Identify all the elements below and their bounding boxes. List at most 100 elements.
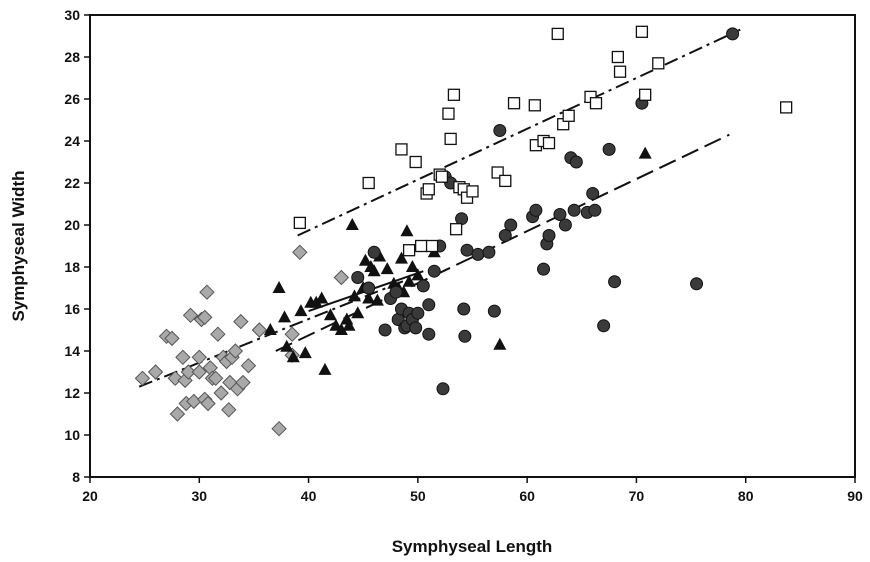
triangle-point: [402, 274, 416, 287]
y-tick-label: 16: [64, 301, 80, 317]
square-point: [507, 97, 521, 110]
circle-point: [482, 245, 496, 259]
y-tick-label: 30: [64, 7, 80, 23]
diamond-point: [147, 364, 164, 380]
triangle-point: [294, 304, 308, 317]
circle-point: [529, 203, 543, 217]
diamond-point: [333, 269, 350, 286]
square-point: [442, 107, 455, 120]
diamond-point: [284, 326, 300, 342]
triangle-point: [342, 318, 356, 331]
square-point: [402, 244, 416, 257]
y-tick-label: 10: [64, 427, 80, 443]
circle-point: [455, 212, 469, 226]
triangle-point: [347, 289, 361, 302]
x-axis: 20 30 40 50 60 70 80 90: [82, 477, 863, 504]
square-point: [542, 136, 556, 150]
square-point: [449, 223, 463, 236]
x-tick-label: 80: [738, 488, 754, 504]
x-tick-label: 30: [191, 488, 207, 504]
circle-point: [537, 262, 551, 276]
x-tick-label: 70: [629, 488, 645, 504]
square-point: [652, 57, 665, 70]
circle-point: [367, 245, 381, 259]
triangle-point: [405, 260, 419, 272]
circle-point: [422, 327, 436, 341]
circle-point: [422, 298, 436, 312]
y-tick-label: 18: [64, 259, 80, 275]
triangle-point: [411, 268, 425, 281]
triangle-point: [318, 362, 332, 375]
square-point: [447, 88, 461, 101]
diamond-point: [191, 364, 207, 380]
diamond-point: [221, 402, 237, 418]
circle-point: [427, 264, 441, 278]
square-point: [499, 174, 512, 188]
circle-point: [378, 323, 392, 337]
square-point: [562, 109, 575, 122]
diamond-point: [175, 349, 191, 366]
circle-point: [457, 302, 471, 316]
triangle-point: [315, 291, 329, 304]
circle-point: [690, 277, 704, 291]
circle-point: [569, 155, 583, 169]
y-tick-label: 24: [64, 133, 80, 149]
diamond-point: [191, 349, 207, 366]
circle-point: [471, 247, 485, 261]
diamond-point: [134, 370, 151, 387]
triangle-point: [394, 251, 408, 264]
square-point: [466, 185, 479, 198]
triangle-point: [278, 310, 292, 323]
diamond-point: [233, 313, 249, 330]
square-point: [395, 143, 408, 156]
square-point: [425, 239, 439, 253]
square-point: [409, 155, 422, 169]
square-point: [491, 166, 504, 179]
square-point: [611, 50, 624, 64]
triangle-point: [334, 323, 348, 335]
square-point: [639, 88, 652, 101]
diamond-point: [182, 307, 199, 324]
diamond-point: [180, 364, 197, 380]
circle-point: [351, 271, 365, 284]
square-point: [528, 99, 541, 112]
diamond-point: [167, 370, 183, 387]
triangle-point: [367, 264, 381, 277]
circle-point: [726, 27, 740, 41]
triangle-point: [263, 323, 277, 335]
circle-point: [362, 281, 376, 295]
circle-point: [409, 321, 423, 335]
x-tick-label: 60: [519, 488, 535, 504]
diamond-point: [207, 370, 224, 387]
circle-point: [458, 329, 472, 343]
triangle-point: [298, 346, 312, 359]
circle-point: [389, 285, 403, 299]
circle-point: [588, 203, 602, 217]
diamond-point: [251, 322, 268, 338]
square-point: [635, 25, 649, 38]
y-tick-label: 12: [64, 385, 80, 401]
diamond-point: [271, 420, 287, 437]
plot-area: [89, 14, 856, 478]
triangle-point: [286, 350, 300, 363]
circle-point: [493, 124, 507, 137]
y-tick-label: 28: [64, 49, 80, 65]
circle-point: [586, 187, 600, 200]
square-point: [551, 27, 564, 41]
trendline-dash-dot: [297, 28, 741, 237]
circle-point: [411, 306, 425, 320]
square-point: [435, 170, 449, 183]
diamond-point: [199, 284, 215, 300]
triangle-point: [351, 306, 365, 319]
circle-point: [608, 275, 622, 289]
y-tick-label: 26: [64, 91, 80, 107]
data-points: [134, 25, 793, 437]
square-point: [422, 183, 435, 196]
diamond-point: [292, 244, 308, 261]
circle-point: [597, 319, 611, 333]
triangle-point: [380, 262, 394, 275]
trendline-dashed: [275, 133, 730, 352]
circle-point: [504, 218, 518, 232]
square-point: [362, 176, 375, 190]
